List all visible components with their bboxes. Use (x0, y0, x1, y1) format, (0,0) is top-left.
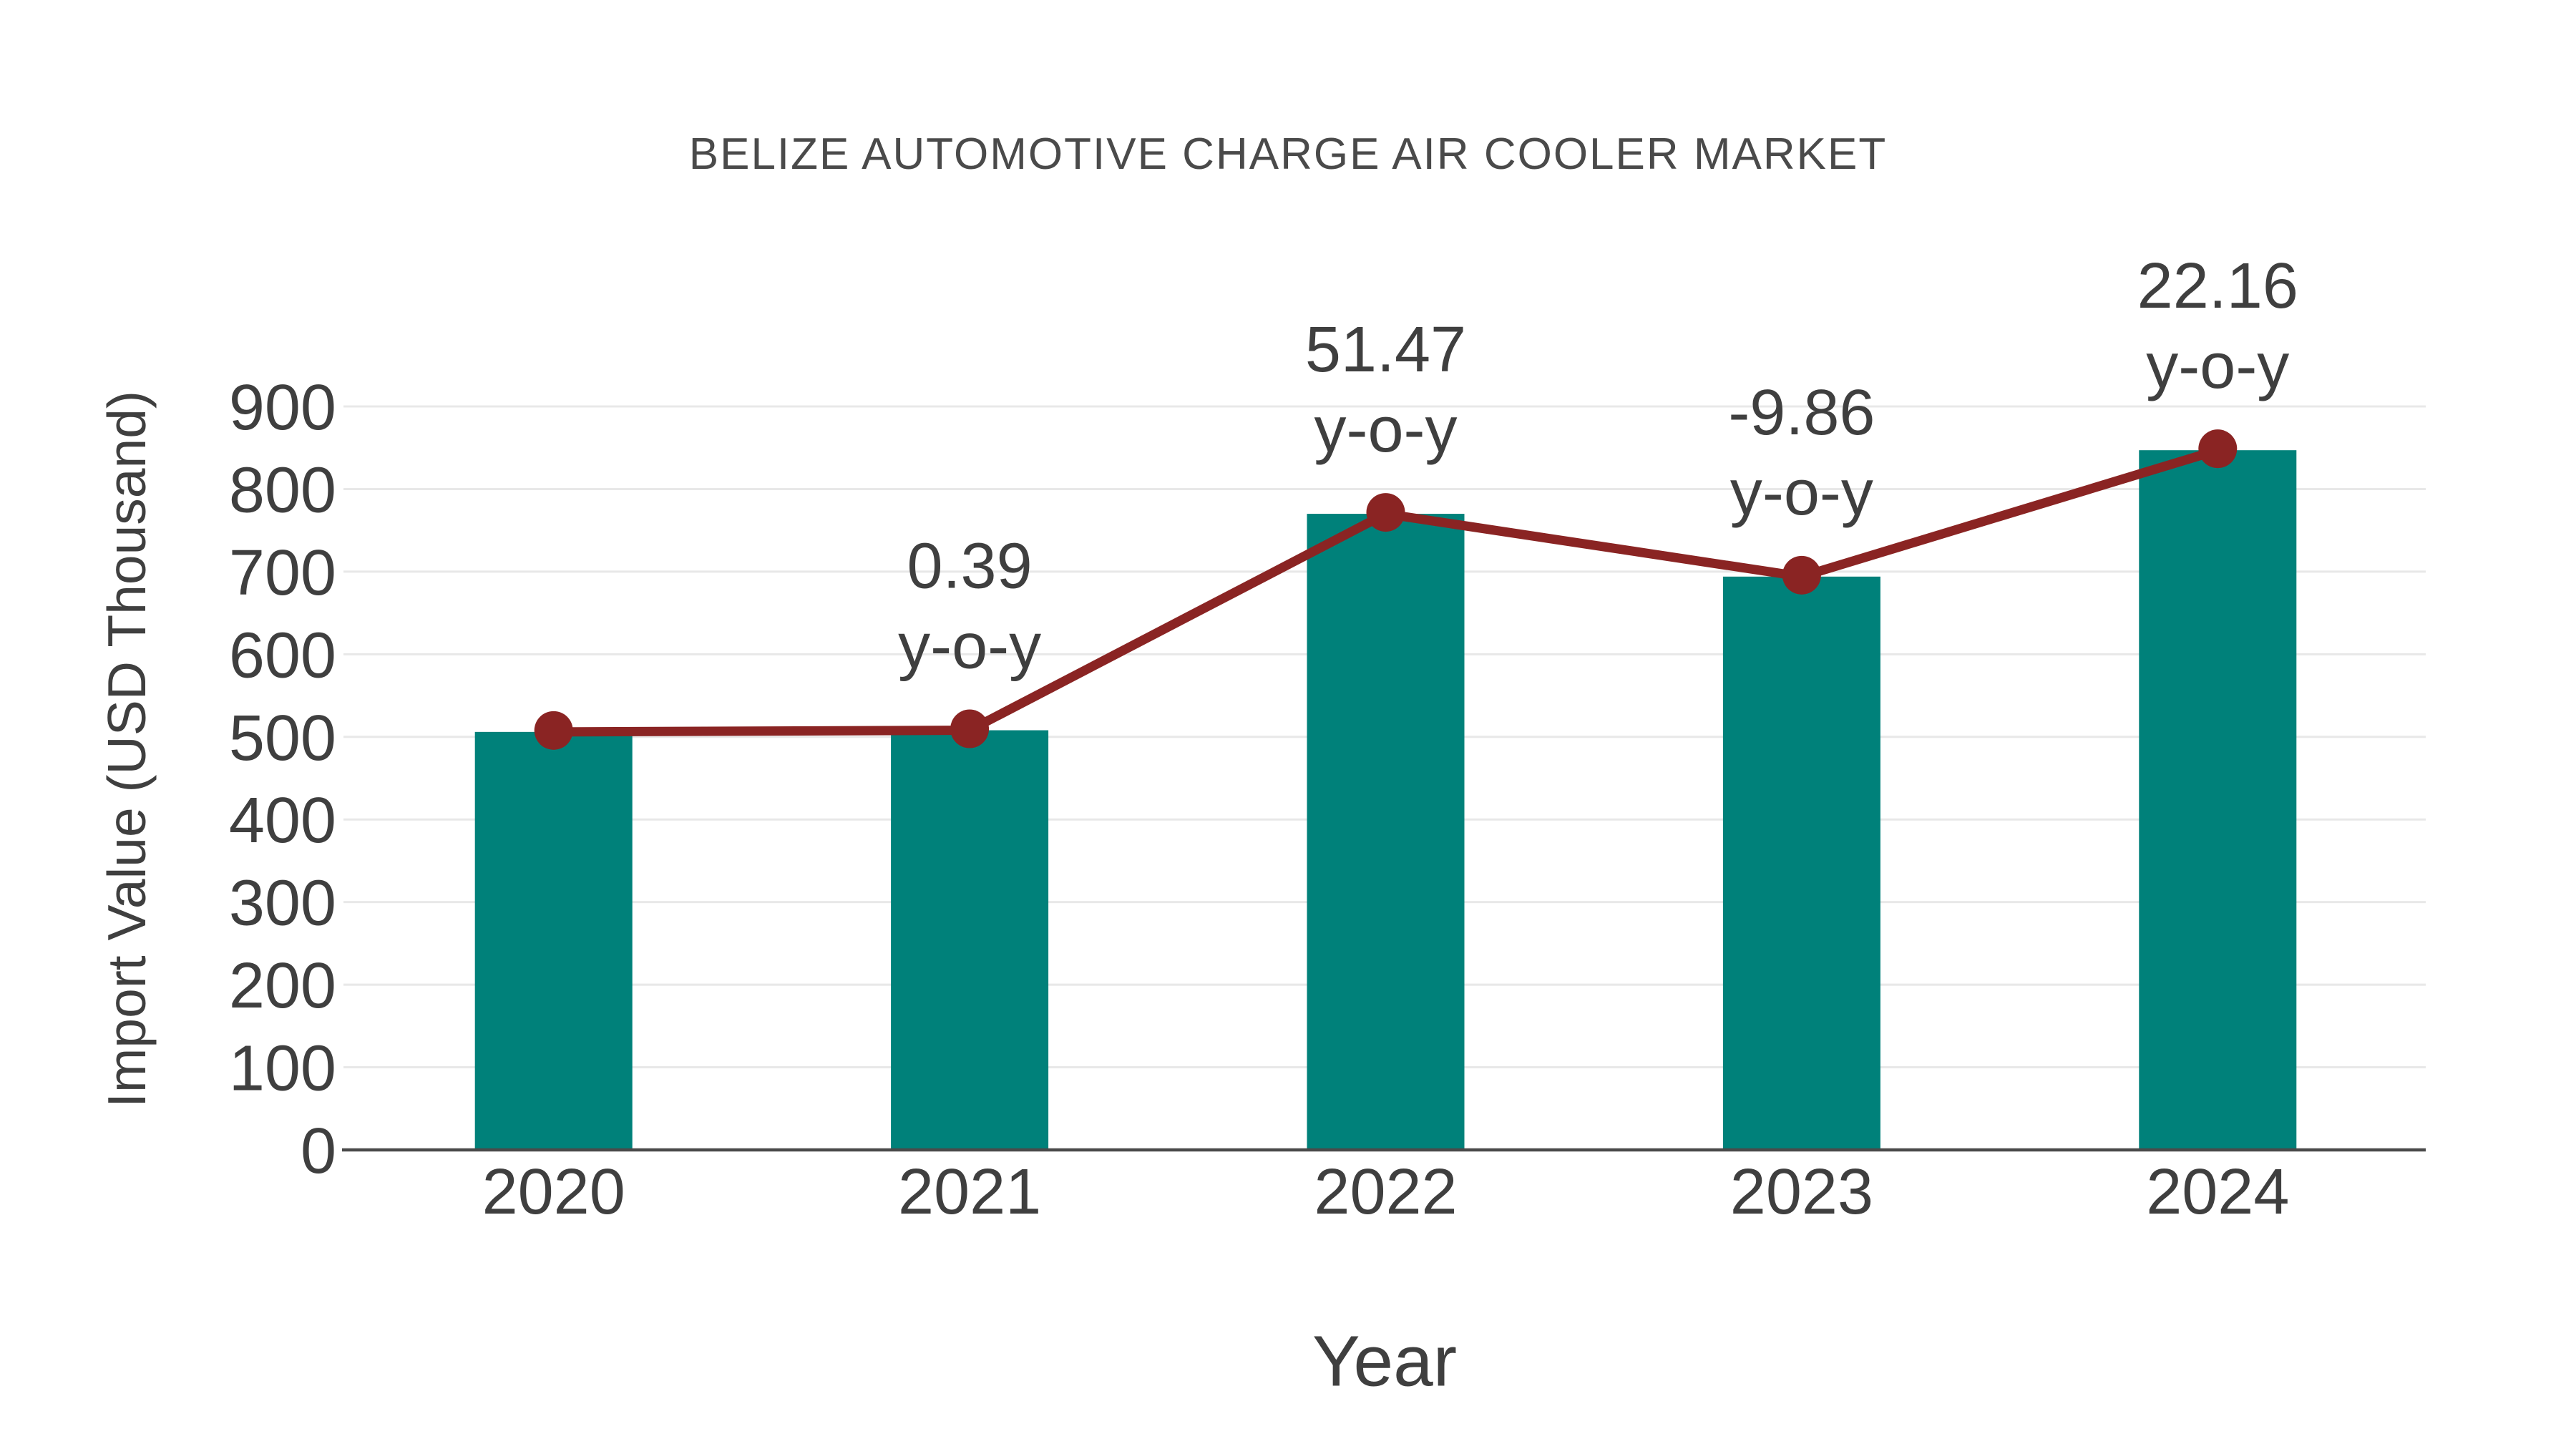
x-tick-label-2020: 2020 (482, 1156, 625, 1228)
y-tick-label-200: 200 (229, 950, 336, 1022)
y-tick-label-800: 800 (229, 454, 336, 526)
y-tick-label-0: 0 (301, 1116, 336, 1187)
bar-2024[interactable] (2139, 450, 2297, 1150)
chart-title: BELIZE AUTOMOTIVE CHARGE AIR COOLER MARK… (688, 130, 1888, 179)
bar-2020[interactable] (474, 731, 633, 1150)
x-tick-label-2023: 2023 (1730, 1156, 1873, 1228)
annotation-value-2021: 0.39 (907, 531, 1033, 602)
y-tick-label-100: 100 (229, 1033, 336, 1105)
y-tick-label-700: 700 (229, 537, 336, 609)
annotation-suffix-2023: y-o-y (1730, 457, 1873, 529)
data-point-2021[interactable] (950, 709, 990, 748)
y-tick-label-600: 600 (229, 620, 336, 691)
annotation-value-2023: -9.86 (1728, 377, 1875, 449)
y-tick-label-500: 500 (229, 703, 336, 774)
bar-2022[interactable] (1307, 514, 1465, 1150)
x-tick-label-2024: 2024 (2146, 1156, 2289, 1228)
data-point-2020[interactable] (534, 711, 573, 750)
annotation-value-2024: 22.16 (2137, 250, 2298, 322)
data-point-2023[interactable] (1782, 555, 1821, 595)
x-tick-label-2021: 2021 (898, 1156, 1041, 1228)
bar-2021[interactable] (891, 730, 1049, 1150)
annotation-suffix-2024: y-o-y (2146, 331, 2289, 402)
annotation-suffix-2022: y-o-y (1314, 394, 1458, 466)
annotation-value-2022: 51.47 (1305, 314, 1466, 386)
data-point-2022[interactable] (1366, 493, 1405, 532)
x-tick-label-2022: 2022 (1314, 1156, 1457, 1228)
data-point-2024[interactable] (2198, 429, 2238, 469)
y-tick-label-400: 400 (229, 785, 336, 857)
bar-2023[interactable] (1722, 576, 1880, 1150)
y-tick-label-300: 300 (229, 868, 336, 940)
y-tick-label-900: 900 (229, 372, 336, 444)
annotation-suffix-2021: y-o-y (898, 611, 1041, 683)
x-axis-title: Year (1312, 1321, 1458, 1402)
